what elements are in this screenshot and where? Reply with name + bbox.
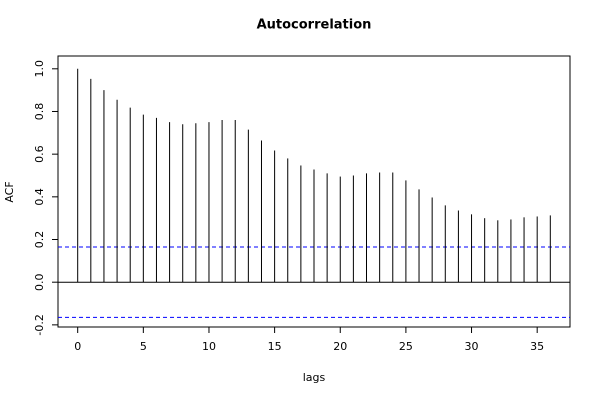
x-tick-label: 25 (399, 340, 413, 353)
x-tick-label: 5 (140, 340, 147, 353)
plot-box (57, 55, 571, 328)
y-tick-label: 1.0 (33, 60, 46, 78)
y-tick-label: -0.2 (33, 314, 46, 335)
x-tick-label: 10 (202, 340, 216, 353)
y-tick-label: 0.0 (33, 273, 46, 291)
y-tick-label: 0.2 (33, 231, 46, 249)
y-tick-label: 0.8 (33, 103, 46, 121)
y-tick-label: 0.6 (33, 145, 46, 163)
x-tick-label: 0 (74, 340, 81, 353)
x-tick-label: 15 (268, 340, 282, 353)
y-axis-label: ACF (3, 181, 16, 202)
x-tick-label: 30 (465, 340, 479, 353)
y-tick-label: 0.4 (33, 188, 46, 206)
x-tick-label: 20 (333, 340, 347, 353)
x-tick-label: 35 (530, 340, 544, 353)
chart-title: Autocorrelation (257, 18, 372, 33)
x-axis-label: lags (303, 371, 326, 384)
